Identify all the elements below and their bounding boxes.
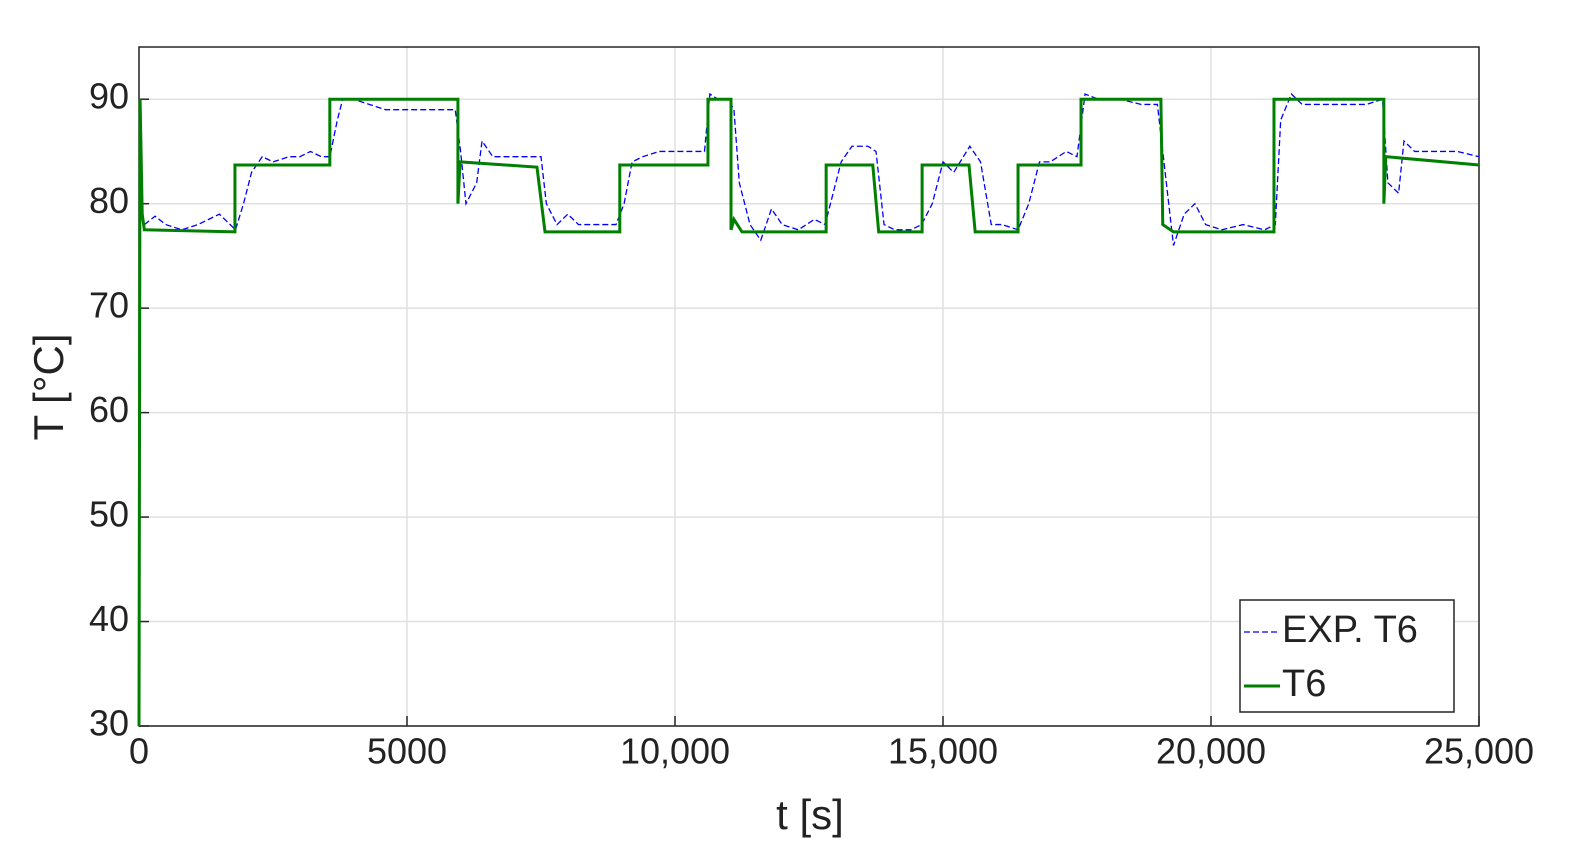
y-tick-label: 60: [89, 389, 129, 430]
legend-label: EXP. T6: [1282, 609, 1418, 651]
x-tick-label: 15,000: [888, 731, 998, 772]
y-tick-label: 50: [89, 494, 129, 535]
x-axis-label: t [s]: [776, 791, 844, 838]
y-tick-label: 30: [89, 703, 129, 744]
x-tick-label: 20,000: [1156, 731, 1266, 772]
y-tick-label: 80: [89, 180, 129, 221]
x-tick-label: 0: [129, 731, 149, 772]
x-tick-label: 25,000: [1424, 731, 1534, 772]
y-tick-label: 70: [89, 285, 129, 326]
y-axis-label: T [°C]: [25, 333, 72, 440]
y-tick-label: 90: [89, 76, 129, 117]
y-tick-label: 40: [89, 598, 129, 639]
legend-box: [1239, 599, 1455, 713]
legend-label: T6: [1282, 663, 1326, 705]
series-line: [137, 97, 1480, 727]
x-tick-label: 10,000: [620, 731, 730, 772]
x-tick-label: 5000: [367, 731, 447, 772]
series-line: [143, 92, 1480, 246]
